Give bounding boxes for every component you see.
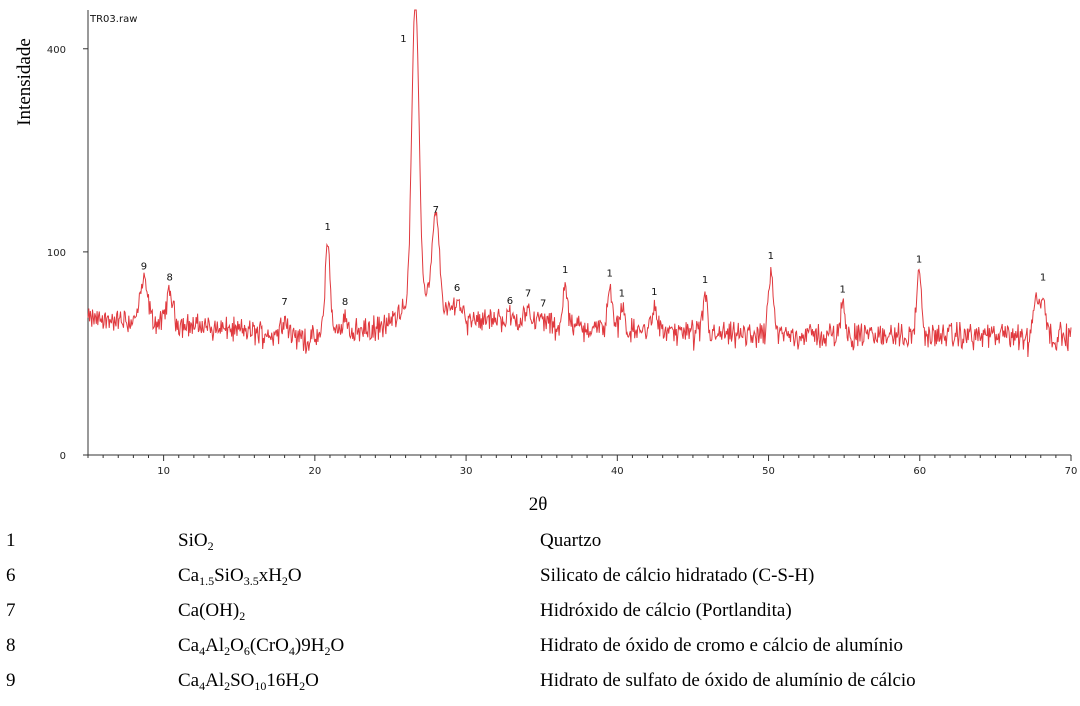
diffraction-pattern-line <box>87 9 1072 358</box>
legend-phase-formula: SiO2 <box>178 530 214 553</box>
legend-phase-number: 8 <box>6 635 16 656</box>
legend-phase-formula: Ca1.5SiO3.5xH2O <box>178 565 302 588</box>
file-label: TR03.raw <box>89 14 137 25</box>
peak-label: 7 <box>525 289 531 300</box>
peak-label: 7 <box>281 297 287 308</box>
peak-label: 1 <box>839 284 845 295</box>
legend-phase-number: 1 <box>6 530 16 551</box>
legend-phase-formula: Ca(OH)2 <box>178 600 246 623</box>
peak-label: 1 <box>916 254 922 265</box>
peak-label: 1 <box>400 34 406 45</box>
peak-label: 1 <box>562 265 568 276</box>
peak-label: 7 <box>433 205 439 216</box>
legend-phase-name: Quartzo <box>540 530 602 551</box>
peak-label: 9 <box>141 261 147 272</box>
legend-phase-formula: Ca4Al2SO1016H2O <box>178 670 319 693</box>
legend-phase-name: Hidrato de sulfato de óxido de alumínio … <box>540 670 916 691</box>
x-tick-label: 20 <box>308 466 321 477</box>
legend-row: 6 Ca1.5SiO3.5xH2O Silicato de cálcio hidra… <box>0 565 1080 599</box>
peak-label: 1 <box>619 289 625 300</box>
legend-phase-name: Hidróxido de cálcio (Portlandita) <box>540 600 792 621</box>
legend-row: 1 SiO2 Quartzo <box>0 530 1080 564</box>
x-tick-label: 10 <box>157 466 170 477</box>
legend-phase-formula: Ca4Al2O6(CrO4)9H2O <box>178 635 345 658</box>
legend-phase-name: Silicato de cálcio hidratado (C-S-H) <box>540 565 815 586</box>
peak-label: 6 <box>454 283 460 294</box>
y-tick-label: 400 <box>47 45 66 56</box>
x-axis-title: 2θ <box>529 494 548 515</box>
peak-label: 1 <box>702 275 708 286</box>
peak-label: 8 <box>166 273 172 284</box>
x-tick-label: 30 <box>460 466 473 477</box>
peak-label: 1 <box>325 222 331 233</box>
y-tick-label: 100 <box>47 248 66 259</box>
peak-label: 8 <box>342 297 348 308</box>
legend-phase-number: 7 <box>6 600 16 621</box>
legend-phase-number: 6 <box>6 565 16 586</box>
peak-label: 1 <box>651 287 657 298</box>
y-tick-label: 0 <box>60 451 66 462</box>
y-axis-title: Intensidade <box>14 38 35 126</box>
peak-label: 1 <box>768 251 774 262</box>
legend-phase-number: 9 <box>6 670 16 691</box>
legend-row: 8 Ca4Al2O6(CrO4)9H2O Hidrato de óxido de c… <box>0 635 1080 669</box>
legend-phase-name: Hidrato de óxido de cromo e cálcio de al… <box>540 635 903 656</box>
x-tick-label: 70 <box>1065 466 1078 477</box>
peak-label: 6 <box>507 296 513 307</box>
x-tick-label: 60 <box>913 466 926 477</box>
x-tick-label: 50 <box>762 466 775 477</box>
peak-label: 1 <box>607 269 613 280</box>
axis-ticks: 10 20 30 40 50 60 70 0 100 400 <box>47 45 1077 477</box>
peak-label: 1 <box>1040 273 1046 284</box>
peak-label: 7 <box>540 299 546 310</box>
legend-row: 9 Ca4Al2SO1016H2O Hidrato de sulfato de óx… <box>0 670 1080 704</box>
x-tick-label: 40 <box>611 466 624 477</box>
legend-row: 7 Ca(OH)2 Hidróxido de cálcio (Portlandita… <box>0 600 1080 634</box>
